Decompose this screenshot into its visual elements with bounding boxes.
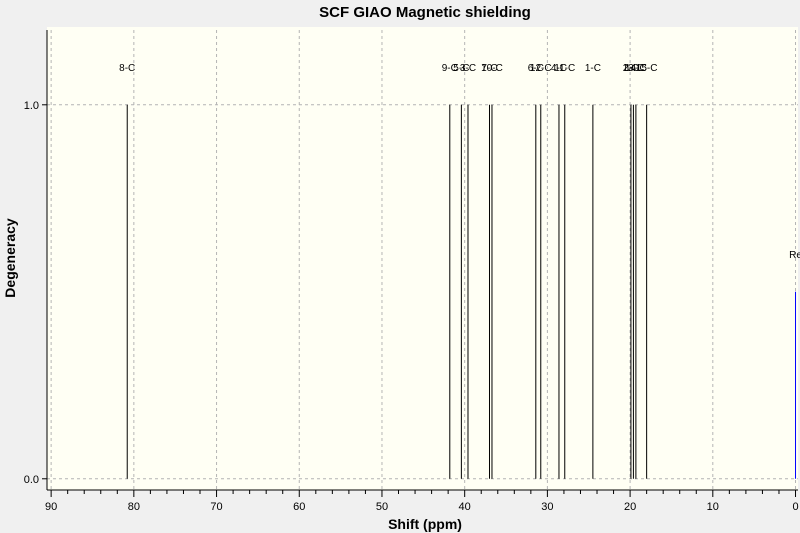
peak-label: 2-C [623,63,639,74]
peak-label: 1-C [585,63,601,74]
plot-area [47,27,798,490]
x-tick-label: 50 [376,501,388,513]
peak-label: 3-C [460,63,476,74]
peak-label: 4-C [551,63,567,74]
peak-label: 15-C [636,63,658,74]
chart-title: SCF GIAO Magnetic shielding [319,4,531,21]
peak-label: 12-C [530,63,552,74]
y-tick-label: 1.0 [24,100,39,112]
peak-label: 9-C [442,63,458,74]
peak-label: 7-C [481,63,497,74]
x-tick-label: 30 [541,501,553,513]
x-tick-label: 60 [293,501,305,513]
grid-lines [47,30,798,490]
peak-label: 5-C [453,63,469,74]
x-tick-label: 0 [792,501,798,513]
y-tick-label: 0.0 [24,474,39,486]
x-tick-label: 90 [45,501,57,513]
x-tick-label: 70 [210,501,222,513]
x-axis-label: Shift (ppm) [388,516,462,532]
x-axis-ticks: 90 80 70 60 50 40 30 20 10 0 [45,490,799,513]
x-tick-label: 20 [624,501,636,513]
peak-label: 14-C [625,63,647,74]
peak-label: 6-C [528,63,544,74]
x-tick-label: 10 [707,501,719,513]
y-axis-ticks: 0.0 1.0 [24,100,47,486]
peak-lines [126,104,797,479]
peak-label: 8-C [119,63,135,74]
y-axis-label: Degeneracy [2,218,18,298]
x-tick-label: 80 [128,501,140,513]
peak-label: Re [789,250,800,261]
peak-labels: 8-C 9-C5-C3-C 7-C10-C 6-C12-C 4-C11-C 1-C 2-C1… [119,63,800,261]
peak-label: 11-C [554,63,575,74]
x-tick-label: 40 [459,501,471,513]
peak-label: 13-C [623,63,645,74]
peak-label: 10-C [481,63,503,74]
